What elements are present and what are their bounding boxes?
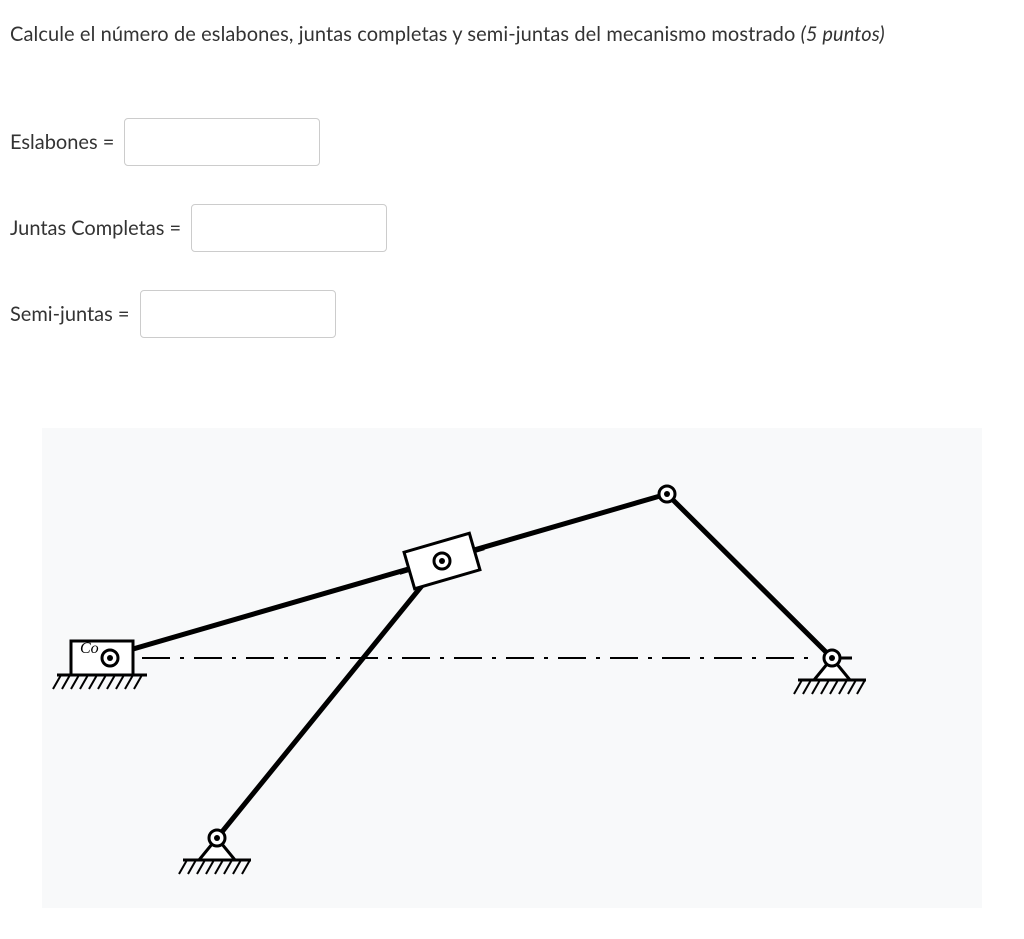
question-page: Calcule el número de eslabones, juntas c…: [0, 0, 1024, 908]
label-semi-juntas: Semi-juntas =: [10, 302, 130, 326]
label-eslabones: Eslabones =: [10, 130, 114, 154]
question-prompt-text: Calcule el número de eslabones, juntas c…: [10, 22, 801, 46]
field-row-juntas-completas: Juntas Completas =: [10, 204, 1014, 252]
question-prompt: Calcule el número de eslabones, juntas c…: [10, 20, 1014, 48]
question-points: (5 puntos): [801, 22, 885, 46]
svg-text:Co: Co: [80, 640, 99, 657]
input-semi-juntas[interactable]: [140, 290, 336, 338]
input-juntas-completas[interactable]: [191, 204, 387, 252]
input-eslabones[interactable]: [124, 118, 320, 166]
mechanism-diagram: Co: [42, 428, 982, 908]
label-juntas-completas: Juntas Completas =: [10, 216, 181, 240]
field-row-semi-juntas: Semi-juntas =: [10, 290, 1014, 338]
diagram-container: Co: [10, 428, 1014, 908]
field-row-eslabones: Eslabones =: [10, 118, 1014, 166]
